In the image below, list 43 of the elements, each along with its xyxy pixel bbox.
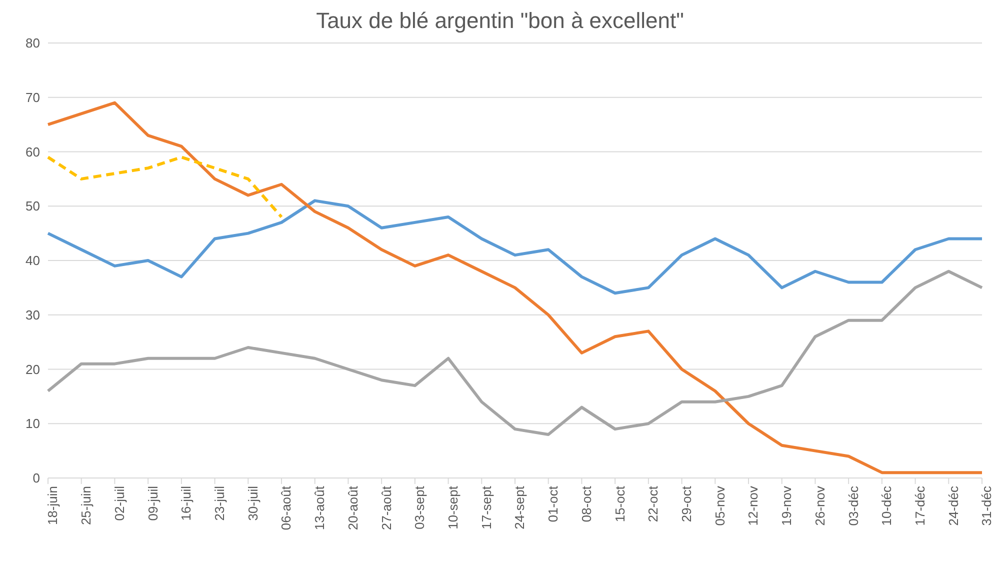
y-tick-label: 40 bbox=[26, 253, 40, 268]
x-tick-label: 03-sept bbox=[412, 486, 428, 530]
x-tick-label: 01-oct bbox=[546, 486, 561, 522]
y-tick-label: 80 bbox=[26, 36, 40, 51]
line-series bbox=[46, 156, 283, 218]
x-tick-label: 18-juin bbox=[45, 486, 60, 526]
y-tick-label: 0 bbox=[32, 470, 40, 486]
y-tick-label: 20 bbox=[26, 362, 40, 377]
y-tick-label: 30 bbox=[26, 307, 40, 322]
x-tick-label: 16-juil bbox=[178, 486, 194, 521]
line-series bbox=[46, 270, 984, 436]
x-tick-label: 30-juil bbox=[245, 486, 260, 521]
x-tick-label: 23-juil bbox=[212, 486, 228, 521]
x-tick-label: 24-déc bbox=[946, 486, 961, 526]
x-tick-label: 19-nov bbox=[779, 486, 794, 526]
x-tick-label: 22-oct bbox=[646, 486, 661, 522]
x-tick-label: 05-nov bbox=[712, 486, 728, 526]
x-tick-label: 06-août bbox=[278, 486, 294, 530]
y-tick-label: 70 bbox=[26, 90, 40, 105]
x-tick-label: 25-juin bbox=[78, 486, 94, 526]
x-tick-label: 24-sept bbox=[512, 486, 528, 530]
y-tick-label: 50 bbox=[26, 198, 40, 214]
x-tick-label: 27-août bbox=[378, 486, 394, 530]
x-tick-label: 09-juil bbox=[145, 486, 160, 521]
y-tick-label: 10 bbox=[26, 416, 40, 432]
x-tick-label: 10-sept bbox=[446, 486, 461, 530]
x-tick-label: 12-nov bbox=[746, 486, 761, 526]
x-tick-label: 29-oct bbox=[679, 486, 694, 522]
x-tick-label: 17-sept bbox=[478, 486, 494, 530]
x-tick-label: 20-août bbox=[345, 486, 360, 530]
x-tick-label: 02-juil bbox=[112, 486, 127, 521]
x-tick-label: 31-déc bbox=[979, 486, 994, 526]
line-series bbox=[46, 199, 984, 295]
line-series bbox=[46, 101, 984, 474]
x-tick-label: 15-oct bbox=[612, 486, 628, 522]
x-tick-label: 03-déc bbox=[846, 486, 861, 526]
x-tick-label: 26-nov bbox=[812, 486, 828, 526]
x-tick-label: 17-déc bbox=[912, 486, 928, 526]
x-tick-label: 08-oct bbox=[578, 486, 594, 522]
x-tick-label: 10-déc bbox=[879, 486, 894, 526]
y-tick-label: 60 bbox=[26, 144, 40, 160]
chart-title: Taux de blé argentin "bon à excellent" bbox=[316, 8, 684, 33]
x-tick-label: 13-août bbox=[312, 486, 328, 530]
